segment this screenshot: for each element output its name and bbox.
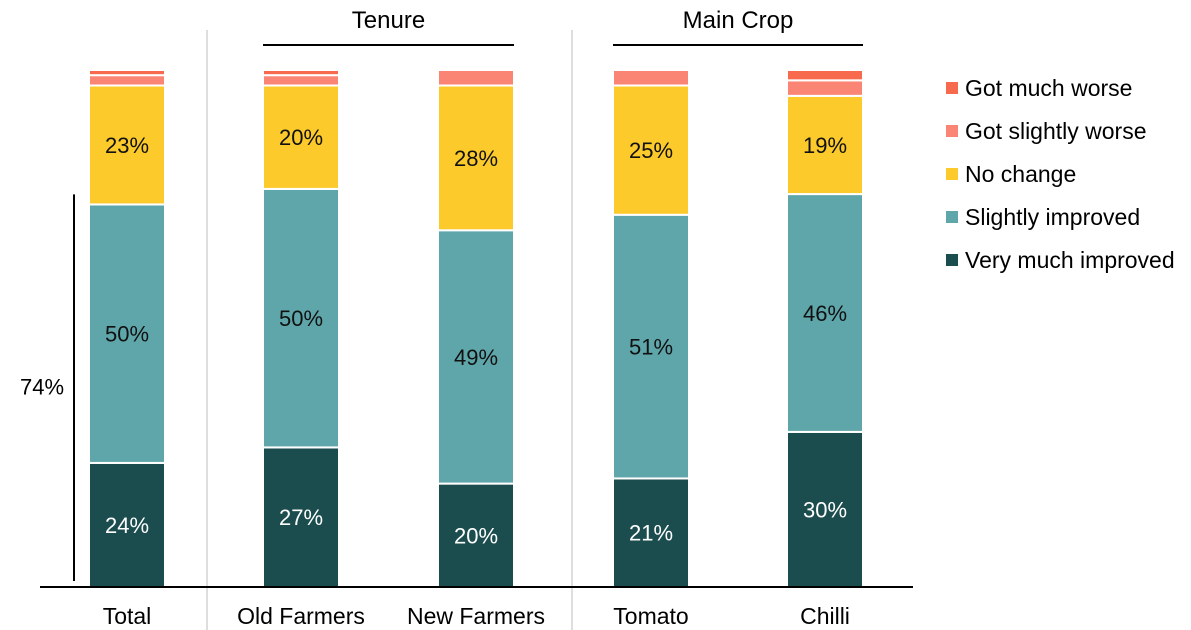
bar-segment-chilli-very-much-improved — [786, 430, 864, 588]
value-label-tomato-very-much-improved: 21% — [629, 521, 673, 546]
value-label-chilli-very-much-improved: 30% — [803, 497, 847, 522]
category-label-new-farmers: New Farmers — [407, 603, 545, 629]
category-label-chilli: Chilli — [800, 603, 850, 629]
bar-segment-old-farmers-got-slightly-worse — [262, 74, 340, 87]
legend: Got much worse Got slightly worse No chang… — [946, 75, 1175, 273]
value-label-new-farmers-no-change: 28% — [454, 146, 498, 171]
value-label-old-farmers-no-change: 20% — [279, 125, 323, 150]
bar-segment-total-got-much-worse — [88, 69, 166, 77]
bar-segment-total-very-much-improved — [88, 461, 166, 589]
legend-swatch-got-slightly-worse — [946, 125, 958, 137]
bar-segment-old-farmers-slightly-improved — [262, 187, 340, 449]
group-header-main-crop: Main Crop — [683, 7, 794, 34]
legend-swatch-no-change — [946, 168, 958, 180]
bar-segment-old-farmers-no-change — [262, 84, 340, 190]
bar-segment-total-got-slightly-worse — [88, 74, 166, 87]
group-header-tenure: Tenure — [352, 7, 425, 34]
value-label-total-slightly-improved: 50% — [105, 322, 149, 347]
legend-label-got-slightly-worse: Got slightly worse — [965, 118, 1147, 144]
value-label-new-farmers-slightly-improved: 49% — [454, 345, 498, 370]
bracket-annotation: 74% — [20, 194, 75, 581]
x-axis: Total Old Farmers New Farmers Tomato Chilli — [40, 586, 913, 629]
bar-segment-chilli-slightly-improved — [786, 193, 864, 433]
bar-segment-tomato-slightly-improved — [612, 213, 690, 480]
bar-segment-old-farmers-got-much-worse — [262, 69, 340, 77]
bar-segment-new-farmers-no-change — [437, 84, 515, 232]
bar-segment-new-farmers-slightly-improved — [437, 229, 515, 485]
legend-swatch-very-much-improved — [946, 254, 958, 266]
value-label-total-very-much-improved: 24% — [105, 513, 149, 538]
legend-swatch-got-much-worse — [946, 82, 958, 94]
bar-segment-tomato-got-slightly-worse — [612, 69, 690, 87]
value-label-old-farmers-slightly-improved: 50% — [279, 306, 323, 331]
bar-segment-new-farmers-got-slightly-worse — [437, 69, 515, 87]
bracket-label: 74% — [20, 375, 64, 400]
bar-segment-total-no-change — [88, 84, 166, 206]
legend-label-no-change: No change — [965, 161, 1076, 187]
legend-label-slightly-improved: Slightly improved — [965, 204, 1140, 230]
value-label-total-no-change: 23% — [105, 133, 149, 158]
category-label-old-farmers: Old Farmers — [237, 603, 365, 629]
value-label-tomato-slightly-improved: 51% — [629, 335, 673, 360]
legend-label-got-much-worse: Got much worse — [965, 75, 1132, 101]
bar-segment-old-farmers-very-much-improved — [262, 446, 340, 588]
value-label-chilli-slightly-improved: 46% — [803, 301, 847, 326]
legend-label-very-much-improved: Very much improved — [965, 247, 1175, 273]
category-label-total: Total — [103, 603, 152, 629]
value-label-tomato-no-change: 25% — [629, 138, 673, 163]
bar-segment-chilli-got-slightly-worse — [786, 79, 864, 97]
legend-swatch-slightly-improved — [946, 211, 958, 223]
bar-segment-tomato-very-much-improved — [612, 477, 690, 588]
value-labels: 24% 50% 23% 27% 50% 20% 20% 49% 28% 21% 51% 25% 30% 4… — [105, 125, 847, 548]
value-label-old-farmers-very-much-improved: 27% — [279, 505, 323, 530]
bars — [88, 69, 864, 589]
value-label-new-farmers-very-much-improved: 20% — [454, 523, 498, 548]
category-label-tomato: Tomato — [613, 603, 688, 629]
value-label-chilli-no-change: 19% — [803, 133, 847, 158]
group-separators — [206, 30, 573, 630]
bar-segment-chilli-got-much-worse — [786, 69, 864, 82]
group-headers: Tenure Main Crop — [263, 7, 863, 46]
